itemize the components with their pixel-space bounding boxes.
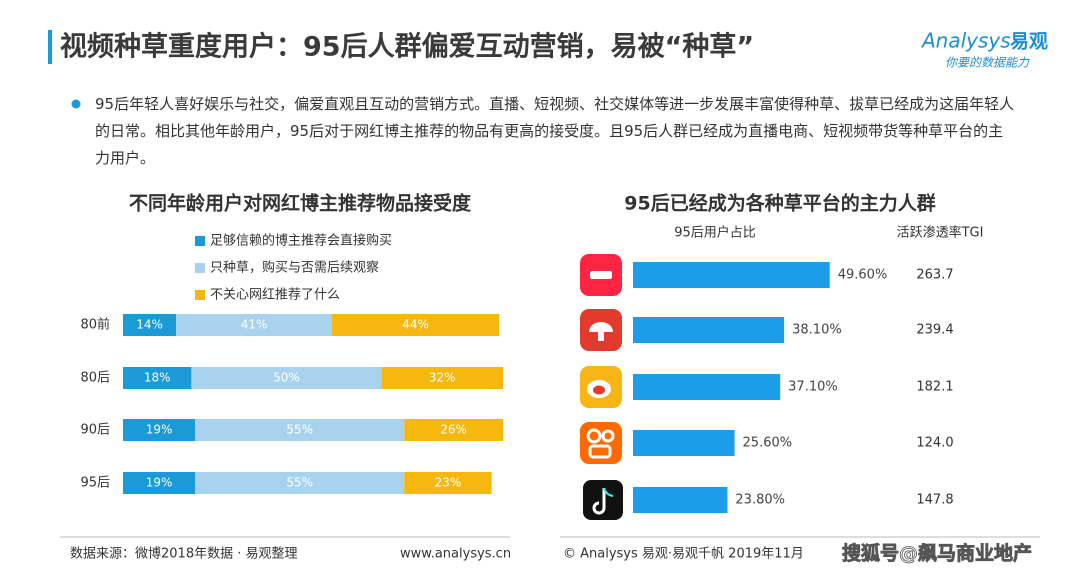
website: www.analysys.cn	[400, 547, 511, 562]
value-label: 18%	[144, 371, 171, 385]
bar-segment	[404, 419, 503, 441]
legend-swatch	[195, 236, 205, 246]
tgi-value: 239.4	[916, 323, 953, 338]
bar-segment	[381, 367, 503, 389]
value-label: 19%	[146, 476, 173, 490]
bar	[633, 430, 735, 456]
chart-title: 95后已经成为各种草平台的主力人群	[624, 192, 935, 215]
value-label: 19%	[146, 423, 173, 437]
value-label: 38.10%	[792, 323, 842, 338]
bar-segment	[123, 367, 192, 389]
app-icon	[580, 309, 622, 351]
legend-label: 不关心网红推荐了什么	[210, 287, 340, 303]
app-icon	[583, 480, 623, 520]
bar-segment	[123, 472, 196, 494]
bar	[633, 487, 728, 513]
y-tick-label: 95后	[80, 476, 110, 491]
value-label: 37.10%	[788, 380, 838, 395]
legend-swatch	[195, 263, 205, 273]
bar	[633, 317, 785, 343]
y-tick-label: 80前	[80, 317, 110, 333]
bar	[633, 374, 781, 400]
value-label: 23%	[435, 476, 462, 490]
value-label: 14%	[136, 318, 163, 332]
bar-segment	[176, 314, 332, 336]
copyright: © Analysys 易观·易观千帆 2019年11月	[563, 547, 804, 562]
tgi-value: 263.7	[916, 268, 953, 283]
value-label: 44%	[402, 318, 429, 332]
value-label: 25.60%	[743, 436, 793, 451]
source: 数据来源：微博2018年数据 · 易观整理	[70, 547, 297, 562]
value-label: 49.60%	[838, 268, 888, 283]
tgi-value: 182.1	[916, 380, 953, 395]
legend-swatch	[195, 290, 205, 300]
tgi-value: 124.0	[916, 436, 953, 451]
bar	[633, 262, 830, 288]
chart-title: 不同年龄用户对网红博主推荐物品接受度	[129, 192, 472, 215]
value-label: 32%	[429, 371, 456, 385]
app-icon	[580, 366, 622, 408]
column-header: 95后用户占比	[674, 225, 756, 241]
logo-tagline: 你要的数据能力	[945, 56, 1030, 70]
logo: Analysys	[920, 29, 1011, 53]
value-label: 23.80%	[735, 493, 785, 508]
value-label: 55%	[286, 423, 313, 437]
bar-segment	[332, 314, 500, 336]
bar-segment	[195, 419, 405, 441]
value-label: 41%	[241, 318, 268, 332]
bar-segment	[195, 472, 405, 494]
bar-segment	[123, 419, 196, 441]
value-label: 26%	[440, 423, 467, 437]
tgi-value: 147.8	[916, 493, 953, 508]
slide-title: 视频种草重度用户：95后人群偏爱互动营销，易被“种草”	[60, 31, 754, 63]
y-tick-label: 90后	[80, 423, 110, 438]
watermark: 搜狐号@飙马商业地产	[842, 542, 1032, 565]
legend-label: 只种草，购买与否需后续观察	[210, 260, 379, 276]
value-label: 55%	[286, 476, 313, 490]
column-header: 活跃渗透率TGI	[897, 225, 984, 241]
bullet-text: 95后年轻人喜好娱乐与社交，偏爱直观且互动的营销方式。直播、短视频、社交媒体等进…	[95, 95, 1015, 167]
app-icon	[580, 422, 622, 464]
y-tick-label: 80后	[80, 371, 110, 386]
logo-cn: 易观	[1010, 31, 1048, 53]
bar-segment	[191, 367, 382, 389]
bullet-dot	[71, 99, 81, 109]
bar-segment	[404, 472, 492, 494]
title-accent	[48, 30, 52, 64]
bar-segment	[123, 314, 177, 336]
legend-label: 足够信赖的博主推荐会直接购买	[210, 233, 392, 249]
value-label: 50%	[273, 371, 300, 385]
app-icon	[580, 254, 622, 296]
